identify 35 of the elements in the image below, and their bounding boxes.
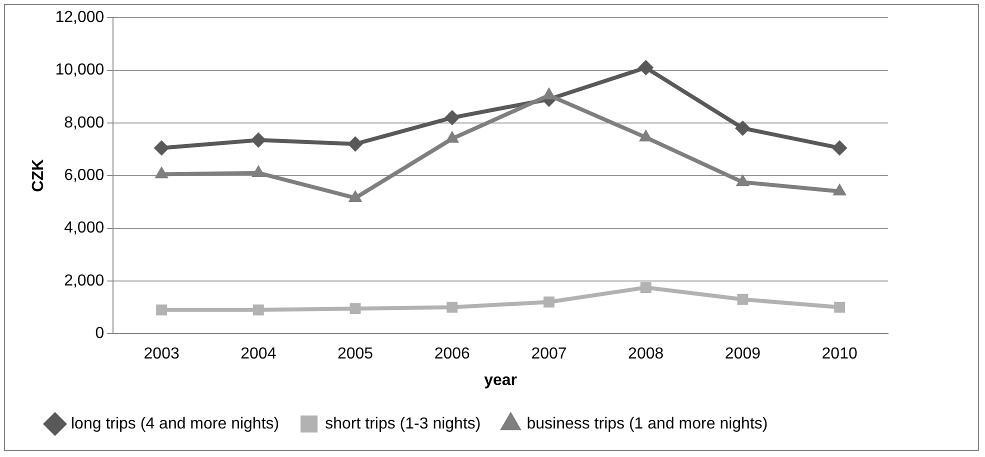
y-tick-label: 0	[95, 325, 104, 342]
y-tick-label: 8,000	[64, 114, 104, 132]
x-tick-label: 2008	[628, 346, 664, 363]
x-axis-title: year	[484, 372, 518, 389]
legend-label: business trips (1 and more nights)	[526, 415, 768, 432]
y-tick-label: 6,000	[64, 167, 104, 184]
y-tick-label: 10,000	[55, 62, 104, 79]
legend-label: short trips (1-3 nights)	[325, 415, 481, 432]
x-tick-label: 2009	[724, 346, 761, 363]
point	[444, 110, 460, 126]
y-axis-title: CZK	[30, 158, 48, 192]
x-tick-label: 2006	[434, 346, 470, 363]
point	[832, 140, 848, 156]
point	[640, 282, 652, 293]
x-tick-label: 2004	[240, 346, 276, 363]
x-tick-label: 2007	[531, 346, 567, 363]
point	[544, 296, 554, 308]
point	[834, 302, 846, 313]
x-tick-label: 2005	[337, 346, 374, 363]
point	[737, 294, 748, 305]
y-tick-label: 4,000	[64, 220, 104, 237]
point	[250, 132, 266, 148]
point	[156, 304, 168, 316]
point	[154, 140, 170, 156]
point	[638, 60, 654, 76]
point	[446, 302, 458, 313]
x-tick-label: 2003	[144, 346, 180, 363]
y-tick-label: 2,000	[64, 272, 104, 290]
point	[735, 120, 750, 136]
point	[252, 304, 264, 316]
point	[348, 136, 363, 152]
legend-label: long trips (4 and more nights)	[71, 415, 280, 432]
y-tick-label: 12,000	[55, 9, 104, 26]
x-tick-label: 2010	[822, 346, 858, 363]
point	[350, 303, 361, 314]
